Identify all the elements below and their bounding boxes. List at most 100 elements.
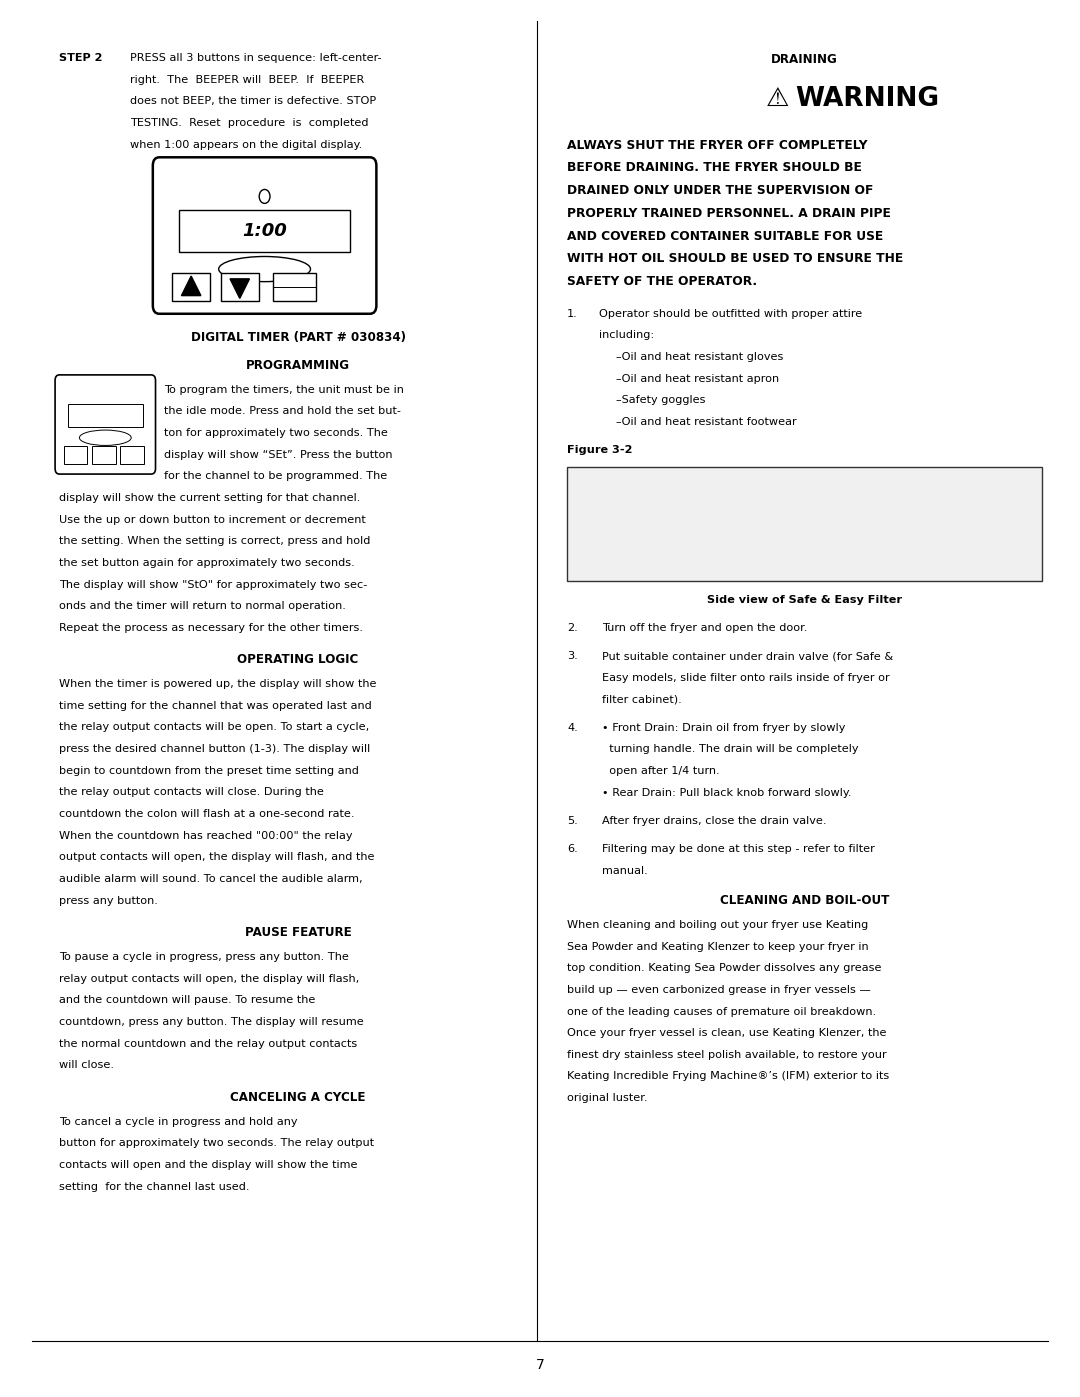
Text: WARNING: WARNING [795, 85, 940, 112]
Bar [120, 446, 144, 464]
Bar [178, 211, 351, 253]
Text: the relay output contacts will be open. To start a cycle,: the relay output contacts will be open. … [59, 722, 369, 732]
Text: for the channel to be programmed. The: for the channel to be programmed. The [164, 471, 388, 482]
Text: will close.: will close. [59, 1060, 114, 1070]
Text: OF CHICAGO, INC.: OF CHICAGO, INC. [94, 443, 117, 447]
Text: manual.: manual. [602, 866, 647, 876]
Text: Put suitable container under drain valve (for Safe &: Put suitable container under drain valve… [602, 651, 893, 661]
Text: 7: 7 [536, 1358, 544, 1372]
Text: When the countdown has reached "00:00" the relay: When the countdown has reached "00:00" t… [59, 831, 353, 841]
Text: Figure 3-2: Figure 3-2 [567, 446, 633, 455]
Text: PROGRAMMING: PROGRAMMING [246, 359, 350, 372]
Text: button for approximately two seconds. The relay output: button for approximately two seconds. Th… [59, 1139, 375, 1148]
Text: • Rear Drain: Pull black knob forward slowly.: • Rear Drain: Pull black knob forward sl… [602, 788, 851, 798]
Polygon shape [181, 277, 201, 296]
Text: 1.: 1. [567, 309, 578, 319]
Text: 3.: 3. [567, 651, 578, 661]
Text: top condition. Keating Sea Powder dissolves any grease: top condition. Keating Sea Powder dissol… [567, 963, 881, 974]
Text: the relay output contacts will close. During the: the relay output contacts will close. Du… [59, 788, 324, 798]
FancyBboxPatch shape [55, 374, 156, 474]
Text: contacts will open and the display will show the time: contacts will open and the display will … [59, 1160, 357, 1169]
Bar [173, 274, 210, 302]
Text: Once your fryer vessel is clean, use Keating Klenzer, the: Once your fryer vessel is clean, use Kea… [567, 1028, 887, 1038]
Text: audible alarm will sound. To cancel the audible alarm,: audible alarm will sound. To cancel the … [59, 875, 363, 884]
FancyBboxPatch shape [153, 158, 377, 314]
Text: To program the timers, the unit must be in: To program the timers, the unit must be … [164, 384, 404, 395]
Text: OPERATING LOGIC: OPERATING LOGIC [238, 654, 359, 666]
Text: 1:00: 1:00 [242, 222, 287, 240]
Text: setting  for the channel last used.: setting for the channel last used. [59, 1182, 249, 1192]
Text: DRAINING: DRAINING [771, 53, 838, 66]
Text: 1-800-KEATING: 1-800-KEATING [86, 391, 124, 395]
Text: PRESS all 3 buttons in sequence: left-center-: PRESS all 3 buttons in sequence: left-ce… [130, 53, 381, 63]
Bar [68, 404, 143, 426]
Text: the idle mode. Press and hold the set but-: the idle mode. Press and hold the set bu… [164, 407, 401, 416]
Text: AND COVERED CONTAINER SUITABLE FOR USE: AND COVERED CONTAINER SUITABLE FOR USE [567, 229, 883, 243]
Text: filter cabinet).: filter cabinet). [602, 694, 681, 704]
Text: the normal countdown and the relay output contacts: the normal countdown and the relay outpu… [59, 1038, 357, 1049]
Text: Use the up or down button to increment or decrement: Use the up or down button to increment o… [59, 514, 366, 525]
Text: and the countdown will pause. To resume the: and the countdown will pause. To resume … [59, 995, 315, 1006]
Text: does not BEEP, the timer is defective. STOP: does not BEEP, the timer is defective. S… [130, 96, 376, 106]
Text: T2: T2 [102, 453, 106, 457]
Text: finest dry stainless steel polish available, to restore your: finest dry stainless steel polish availa… [567, 1049, 887, 1060]
Text: relay output contacts will open, the display will flash,: relay output contacts will open, the dis… [59, 974, 360, 983]
Ellipse shape [218, 257, 311, 282]
Text: 6.: 6. [567, 844, 578, 854]
Text: –Oil and heat resistant apron: –Oil and heat resistant apron [616, 373, 779, 384]
Text: START: START [285, 279, 303, 284]
Text: including:: including: [599, 330, 654, 341]
Text: KEATING: KEATING [247, 264, 282, 270]
Text: CANCELING A CYCLE: CANCELING A CYCLE [230, 1091, 366, 1104]
Text: –Oil and heat resistant gloves: –Oil and heat resistant gloves [616, 352, 783, 362]
Bar [92, 446, 116, 464]
Text: T1: T1 [73, 453, 78, 457]
Text: To cancel a cycle in progress and hold any: To cancel a cycle in progress and hold a… [59, 1116, 298, 1126]
Text: Turn off the fryer and open the door.: Turn off the fryer and open the door. [602, 623, 807, 633]
Text: The display will show "StO" for approximately two sec-: The display will show "StO" for approxim… [59, 580, 367, 590]
Text: SAFETY OF THE OPERATOR.: SAFETY OF THE OPERATOR. [567, 275, 757, 288]
Ellipse shape [80, 430, 132, 446]
Text: –Oil and heat resistant footwear: –Oil and heat resistant footwear [616, 416, 796, 427]
Text: countdown, press any button. The display will resume: countdown, press any button. The display… [59, 1017, 364, 1027]
Text: ton for approximately two seconds. The: ton for approximately two seconds. The [164, 427, 388, 439]
Text: After fryer drains, close the drain valve.: After fryer drains, close the drain valv… [602, 816, 826, 826]
Text: time setting for the channel that was operated last and: time setting for the channel that was op… [59, 701, 373, 711]
Text: original luster.: original luster. [567, 1092, 648, 1104]
Text: Filtering may be done at this step - refer to filter: Filtering may be done at this step - ref… [602, 844, 875, 854]
Text: 4.: 4. [567, 722, 578, 733]
Text: begin to countdown from the preset time setting and: begin to countdown from the preset time … [59, 766, 360, 775]
Text: DIGITAL TIMER (PART # 030834): DIGITAL TIMER (PART # 030834) [190, 331, 406, 344]
Text: build up — even carbonized grease in fryer vessels —: build up — even carbonized grease in fry… [567, 985, 870, 995]
Text: display will show the current setting for that channel.: display will show the current setting fo… [59, 493, 361, 503]
Polygon shape [230, 279, 249, 299]
Text: To pause a cycle in progress, press any button. The: To pause a cycle in progress, press any … [59, 951, 349, 963]
Text: 5.: 5. [567, 816, 578, 826]
Text: onds and the timer will return to normal operation.: onds and the timer will return to normal… [59, 601, 347, 612]
Text: –Safety goggles: –Safety goggles [616, 395, 705, 405]
Text: ALWAYS SHUT THE FRYER OFF COMPLETELY: ALWAYS SHUT THE FRYER OFF COMPLETELY [567, 138, 867, 152]
Text: WITH HOT OIL SHOULD BE USED TO ENSURE THE: WITH HOT OIL SHOULD BE USED TO ENSURE TH… [567, 253, 903, 265]
Text: Keating Incredible Frying Machine®’s (IFM) exterior to its: Keating Incredible Frying Machine®’s (IF… [567, 1071, 889, 1081]
Text: countdown the colon will flash at a one-second rate.: countdown the colon will flash at a one-… [59, 809, 355, 819]
Text: BEFORE DRAINING. THE FRYER SHOULD BE: BEFORE DRAINING. THE FRYER SHOULD BE [567, 162, 862, 175]
Text: display will show “SEt”. Press the button: display will show “SEt”. Press the butto… [164, 450, 393, 460]
Text: T3: T3 [130, 453, 134, 457]
Text: Side view of Safe & Easy Filter: Side view of Safe & Easy Filter [707, 595, 902, 605]
Bar [220, 274, 259, 302]
Text: 2.: 2. [567, 623, 578, 633]
Text: KEATING: KEATING [96, 433, 114, 437]
Bar [567, 467, 1042, 581]
Text: Sea Powder and Keating Klenzer to keep your fryer in: Sea Powder and Keating Klenzer to keep y… [567, 942, 868, 951]
Text: 1 – 800 – KEATING: 1 – 800 – KEATING [228, 180, 301, 186]
Text: TIME   SELECT: TIME SELECT [187, 307, 244, 313]
Text: right.  The  BEEPER will  BEEP.  If  BEEPER: right. The BEEPER will BEEP. If BEEPER [130, 74, 364, 85]
Text: When cleaning and boiling out your fryer use Keating: When cleaning and boiling out your fryer… [567, 919, 868, 930]
Text: PROPERLY TRAINED PERSONNEL. A DRAIN PIPE: PROPERLY TRAINED PERSONNEL. A DRAIN PIPE [567, 207, 891, 219]
Text: press the desired channel button (1-3). The display will: press the desired channel button (1-3). … [59, 745, 370, 754]
Text: STOP: STOP [286, 289, 302, 293]
Text: the setting. When the setting is correct, press and hold: the setting. When the setting is correct… [59, 536, 370, 546]
Text: the set button again for approximately two seconds.: the set button again for approximately t… [59, 557, 355, 569]
Text: TESTING.  Reset  procedure  is  completed: TESTING. Reset procedure is completed [130, 119, 368, 129]
Text: Operator should be outfitted with proper attire: Operator should be outfitted with proper… [599, 309, 863, 319]
